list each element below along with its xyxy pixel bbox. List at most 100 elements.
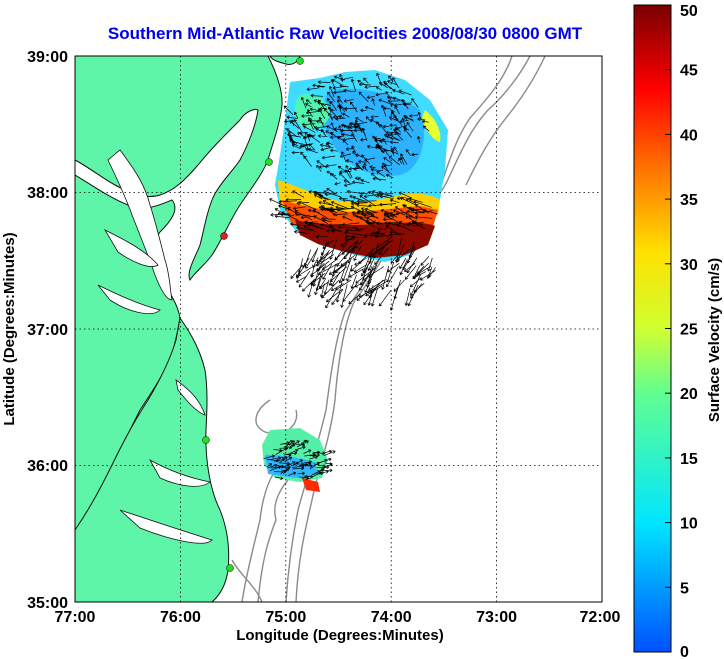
velocity-arrow [348, 268, 365, 278]
velocity-arrow [411, 220, 425, 230]
velocity-arrow [341, 132, 355, 137]
velocity-arrow [357, 79, 367, 86]
velocity-arrow [281, 465, 291, 470]
velocity-arrow [358, 91, 369, 102]
velocity-arrow [356, 203, 370, 207]
velocity-arrow [323, 279, 330, 295]
velocity-arrow [313, 99, 326, 107]
velocity-arrow [308, 453, 317, 458]
velocity-arrow [330, 135, 344, 139]
velocity-arrow [269, 198, 288, 208]
colorbar-tick-label: 45 [680, 63, 698, 80]
velocity-arrow [338, 261, 348, 284]
velocity-arrow [346, 264, 353, 282]
velocity-arrow [309, 221, 324, 226]
velocity-arrow [389, 232, 405, 237]
velocity-arrow [352, 180, 365, 185]
velocity-arrow [371, 231, 386, 236]
velocity-arrow [318, 165, 329, 169]
velocity-arrow [302, 475, 309, 479]
velocity-arrow [350, 101, 358, 113]
velocity-arrow [297, 132, 305, 137]
velocity-arrow [283, 463, 290, 468]
velocity-arrow [314, 125, 328, 130]
velocity-arrow [375, 86, 382, 91]
velocity-arrow [315, 234, 328, 239]
map-plot-area [75, 56, 602, 602]
plot-frame [74, 55, 603, 603]
velocity-arrow [325, 289, 337, 309]
velocity-arrow [278, 204, 293, 211]
velocity-arrow [378, 98, 391, 105]
velocity-arrow [303, 449, 312, 454]
velocity-arrow [370, 118, 383, 127]
velocity-arrow [345, 159, 354, 163]
velocity-arrow [367, 258, 375, 271]
velocity-arrow [381, 265, 390, 290]
velocity-arrow [355, 267, 376, 284]
velocity-arrow [403, 102, 412, 107]
velocity-arrow [291, 150, 300, 155]
velocity-arrow [393, 146, 398, 153]
velocity-arrow [383, 212, 395, 217]
velocity-arrow [364, 207, 377, 213]
velocity-arrow [386, 95, 395, 100]
velocity-arrow [313, 194, 323, 200]
station-marker [226, 564, 234, 572]
velocity-arrow [409, 114, 418, 118]
velocity-arrow [378, 289, 392, 307]
velocity-arrow [343, 98, 354, 103]
velocity-arrow [289, 138, 295, 144]
velocity-arrow [376, 72, 383, 87]
velocity-arrow [403, 128, 412, 138]
velocity-arrow [363, 251, 376, 274]
velocity-arrow [305, 249, 318, 269]
velocity-arrow [321, 259, 337, 271]
velocity-arrow [316, 164, 322, 172]
velocity-arrow [313, 470, 321, 475]
velocity-arrow [316, 465, 330, 469]
velocity-arrow [350, 274, 357, 289]
velocity-arrow [370, 172, 381, 182]
velocity-arrow [316, 119, 325, 124]
velocity-arrow [339, 153, 352, 158]
velocity-arrow [298, 201, 317, 211]
velocity-arrow [363, 286, 378, 306]
velocity-arrow [269, 465, 282, 472]
velocity-arrow [345, 147, 354, 151]
velocity-arrow [336, 99, 341, 110]
velocity-arrow [321, 128, 327, 137]
velocity-arrow [294, 230, 311, 235]
velocity-arrow [353, 264, 368, 273]
velocity-arrow [408, 197, 423, 203]
velocity-arrow [369, 165, 376, 169]
velocity-arrow [406, 209, 418, 214]
velocity-arrow [320, 147, 331, 152]
velocity-arrow [370, 287, 379, 307]
velocity-arrow [365, 116, 372, 123]
velocity-arrow [383, 80, 392, 90]
velocity-arrow [354, 119, 363, 133]
velocity-arrow [275, 476, 284, 481]
velocity-arrow [417, 117, 425, 121]
velocity-arrow [326, 228, 336, 233]
velocity-arrow [405, 149, 411, 156]
velocity-arrow [343, 124, 354, 134]
velocity-arrow [393, 209, 406, 216]
velocity-arrow [385, 225, 401, 236]
velocity-arrow [329, 226, 342, 233]
velocity-arrow [355, 214, 369, 220]
velocity-arrow [427, 257, 433, 272]
velocity-arrow [327, 91, 336, 103]
velocity-arrow [297, 445, 306, 450]
colorbar-tick-label: 40 [680, 127, 698, 144]
y-axis-label: Latitude (Degrees:Minutes) [1, 232, 18, 425]
velocity-arrow [383, 157, 393, 164]
velocity-arrow [376, 170, 386, 178]
velocity-arrow [417, 111, 422, 120]
colorbar-tick-label: 5 [680, 580, 689, 597]
velocity-arrow [376, 236, 393, 249]
velocity-arrow [285, 451, 298, 456]
